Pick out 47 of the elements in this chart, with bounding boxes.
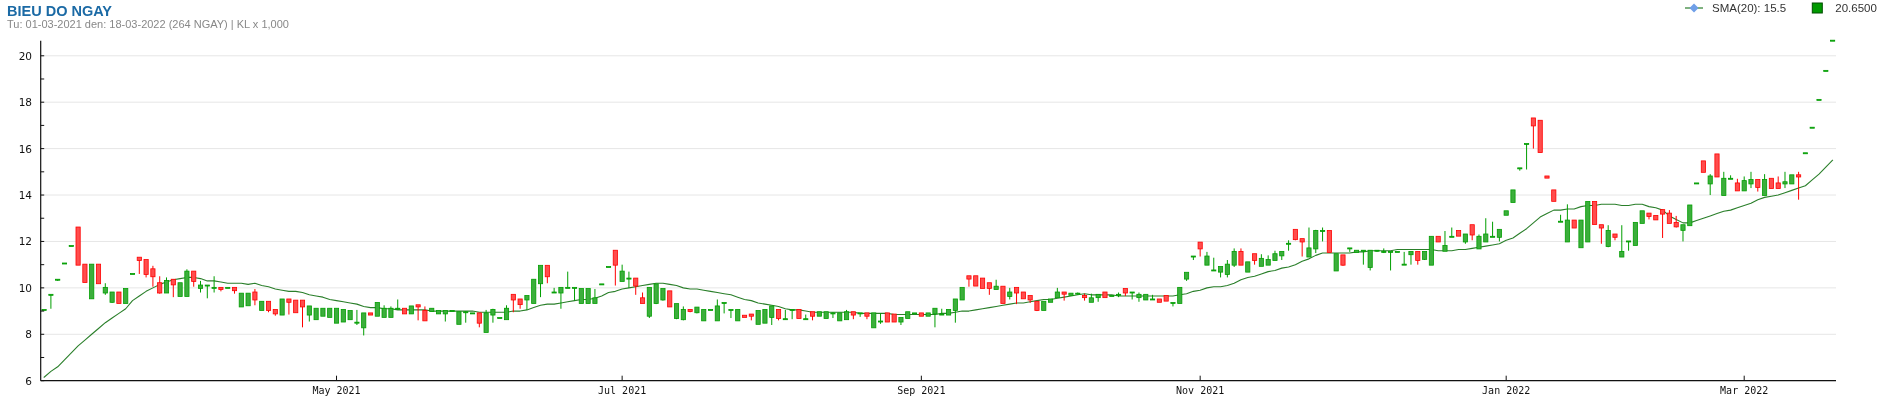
- x-tick-label: May 2021: [312, 385, 361, 396]
- candlestick: [857, 312, 863, 318]
- candlestick: [1286, 239, 1292, 252]
- candlestick: [1714, 153, 1720, 178]
- candlestick: [538, 264, 544, 298]
- candlestick: [1660, 209, 1666, 239]
- candlestick: [1326, 230, 1332, 253]
- candlestick: [48, 293, 54, 310]
- candlestick: [1796, 171, 1802, 201]
- x-tick-label: Jul 2021: [598, 385, 647, 396]
- candlestick: [415, 304, 421, 321]
- candlestick: [612, 249, 618, 287]
- x-tick-label: Sep 2021: [897, 385, 946, 396]
- chart-subtitle: Tu: 01-03-2021 den: 18-03-2022 (264 NGAY) | KL x 1,000: [7, 18, 289, 30]
- candlestick: [572, 286, 578, 302]
- candlestick: [1442, 230, 1448, 252]
- text: 20.6500: [1835, 2, 1877, 14]
- y-tick-label: 20: [18, 49, 32, 62]
- y-tick-label: 8: [25, 328, 32, 341]
- candlestick: [1408, 251, 1414, 266]
- candlestick: [1707, 173, 1713, 196]
- y-tick-label: 10: [18, 281, 32, 294]
- candlestick: [211, 275, 217, 294]
- candlestick: [789, 309, 795, 320]
- line-series: [43, 159, 1834, 378]
- y-tick-label: 12: [18, 235, 32, 248]
- legend-label: SMA(20): 15.5: [1712, 2, 1787, 14]
- candlestick: [721, 302, 727, 314]
- candlestick: [1762, 173, 1768, 196]
- chart-title: BIEU DO NGAY: [7, 3, 113, 19]
- y-tick-label: 6: [25, 374, 33, 387]
- candlestick: [1598, 224, 1604, 245]
- y-tick-label: 18: [18, 96, 32, 109]
- candlestick: [1564, 203, 1570, 243]
- x-tick-label: Mar 2022: [1720, 385, 1769, 396]
- candlestick: [96, 263, 102, 285]
- x-tick-label: Jan 2022: [1482, 385, 1531, 396]
- candlestick: [1517, 167, 1523, 172]
- candlestick: [300, 299, 306, 328]
- y-tick-label: 16: [18, 142, 33, 155]
- candlestick: [1619, 224, 1625, 258]
- y-tick-label: 14: [18, 189, 33, 202]
- candlestick: [1524, 143, 1530, 171]
- candlestick: [1401, 251, 1407, 266]
- candlestick: [1592, 201, 1598, 225]
- candlestick: [714, 298, 720, 322]
- x-tick-label: Nov 2021: [1176, 385, 1225, 396]
